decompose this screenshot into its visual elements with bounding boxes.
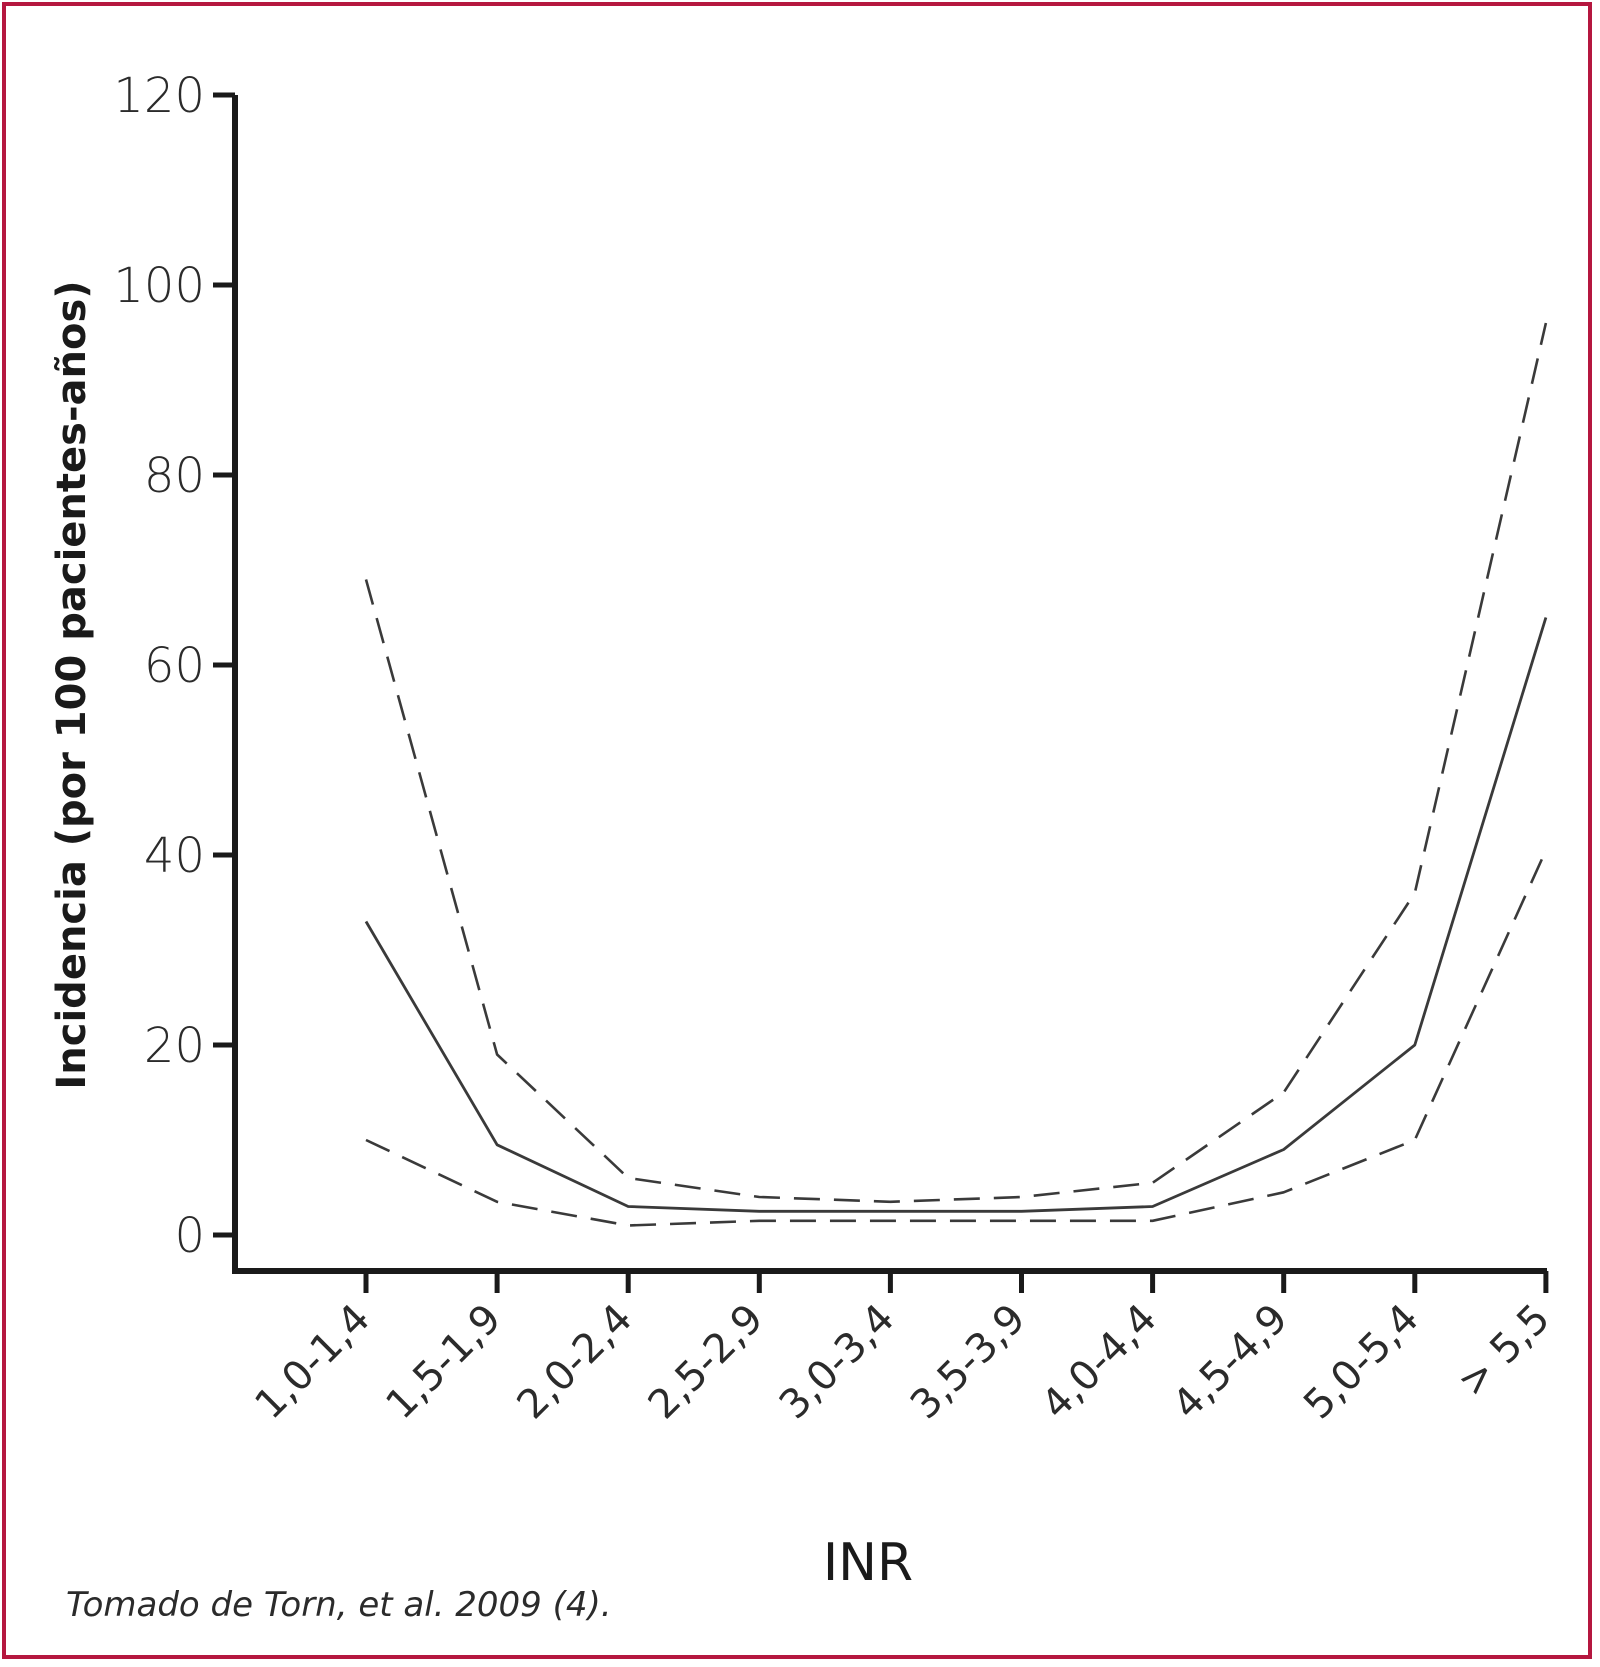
x-tick-label: > 5,5 (1449, 1296, 1559, 1406)
x-tick-label: 1,5-1,9 (377, 1296, 510, 1429)
y-tick-label: 80 (144, 448, 205, 504)
y-axis-title: Incidencia (por 100 pacientes-años) (49, 280, 95, 1089)
x-axis-title: INR (823, 1533, 913, 1593)
y-tick-label: 20 (144, 1018, 205, 1074)
x-tick-label: 3,0-3,4 (771, 1296, 904, 1429)
x-tick-label: 2,0-2,4 (509, 1296, 642, 1429)
y-tick-label: 100 (113, 258, 205, 314)
x-axis: 1,0-1,41,5-1,92,0-2,42,5-2,93,0-3,43,5-3… (232, 1268, 1559, 1429)
source-note: Tomado de Torn, et al. 2009 (4). (66, 1585, 612, 1625)
x-tick-label: 2,5-2,9 (640, 1296, 773, 1429)
x-tick-label: 4,5-4,9 (1164, 1296, 1297, 1429)
series-layer (364, 322, 1548, 1227)
x-tick-label: 1,0-1,4 (246, 1296, 379, 1429)
x-tick-label: 5,0-5,4 (1295, 1296, 1428, 1429)
y-tick-label: 60 (144, 638, 205, 694)
y-tick-label: 40 (144, 828, 205, 884)
y-tick-label: 120 (113, 68, 205, 124)
x-tick-label: 3,5-3,9 (902, 1296, 1035, 1429)
y-axis: 0 20 40 60 80 100 120 (113, 68, 238, 1271)
y-tick-label: 0 (174, 1208, 205, 1264)
series-line-1 (364, 617, 1548, 1213)
x-tick-label: 4,0-4,4 (1033, 1296, 1166, 1429)
series-line-2 (365, 849, 1548, 1227)
series-line-0 (364, 322, 1548, 1204)
